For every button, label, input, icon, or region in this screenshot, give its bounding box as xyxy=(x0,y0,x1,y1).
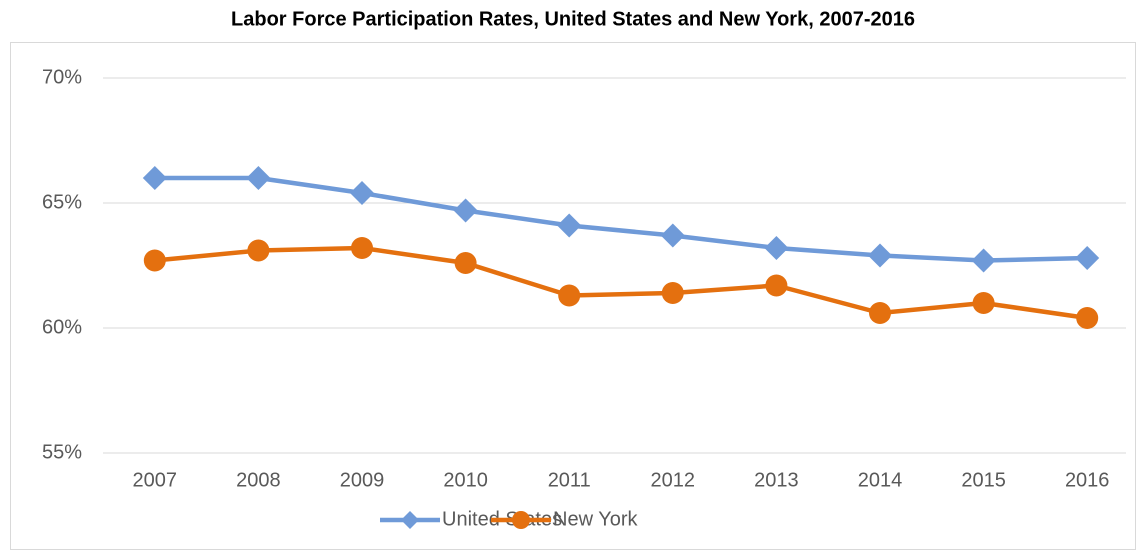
point xyxy=(247,239,270,262)
point xyxy=(558,284,581,307)
point xyxy=(246,166,271,190)
point xyxy=(661,282,684,304)
point xyxy=(350,181,374,205)
legend-label: New York xyxy=(553,508,638,530)
x-tick-label: 2015 xyxy=(961,469,1006,491)
point xyxy=(454,252,477,274)
point xyxy=(764,236,789,260)
point xyxy=(351,237,373,259)
chart-title: Labor Force Participation Rates, United … xyxy=(231,8,915,30)
y-tick-label: 65% xyxy=(42,191,82,213)
point xyxy=(868,243,892,268)
point xyxy=(453,198,478,223)
point xyxy=(765,274,788,297)
point xyxy=(972,292,995,314)
point xyxy=(142,166,167,190)
series-line xyxy=(154,175,1088,263)
y-tick-label: 60% xyxy=(42,316,82,338)
x-tick-label: 2008 xyxy=(236,469,281,491)
y-tick-label: 70% xyxy=(42,66,82,88)
series-line xyxy=(154,245,1088,321)
x-tick-label: 2010 xyxy=(443,469,488,491)
x-tick-label: 2007 xyxy=(133,469,178,491)
x-tick-label: 2011 xyxy=(548,469,591,491)
point xyxy=(660,223,685,248)
x-tick-label: 2013 xyxy=(754,469,799,491)
chart-border xyxy=(10,42,1136,550)
y-tick-label: 55% xyxy=(42,441,82,463)
x-tick-label: 2014 xyxy=(858,469,903,491)
legend-marker xyxy=(512,511,530,529)
x-tick-label: 2009 xyxy=(340,469,385,491)
point xyxy=(143,249,166,272)
legend-marker xyxy=(401,511,419,529)
x-tick-label: 2012 xyxy=(651,469,696,491)
point xyxy=(971,248,996,273)
point xyxy=(1075,246,1100,270)
x-tick-label: 2016 xyxy=(1065,469,1110,491)
point xyxy=(869,302,891,324)
point xyxy=(557,213,582,238)
point xyxy=(1076,307,1099,329)
